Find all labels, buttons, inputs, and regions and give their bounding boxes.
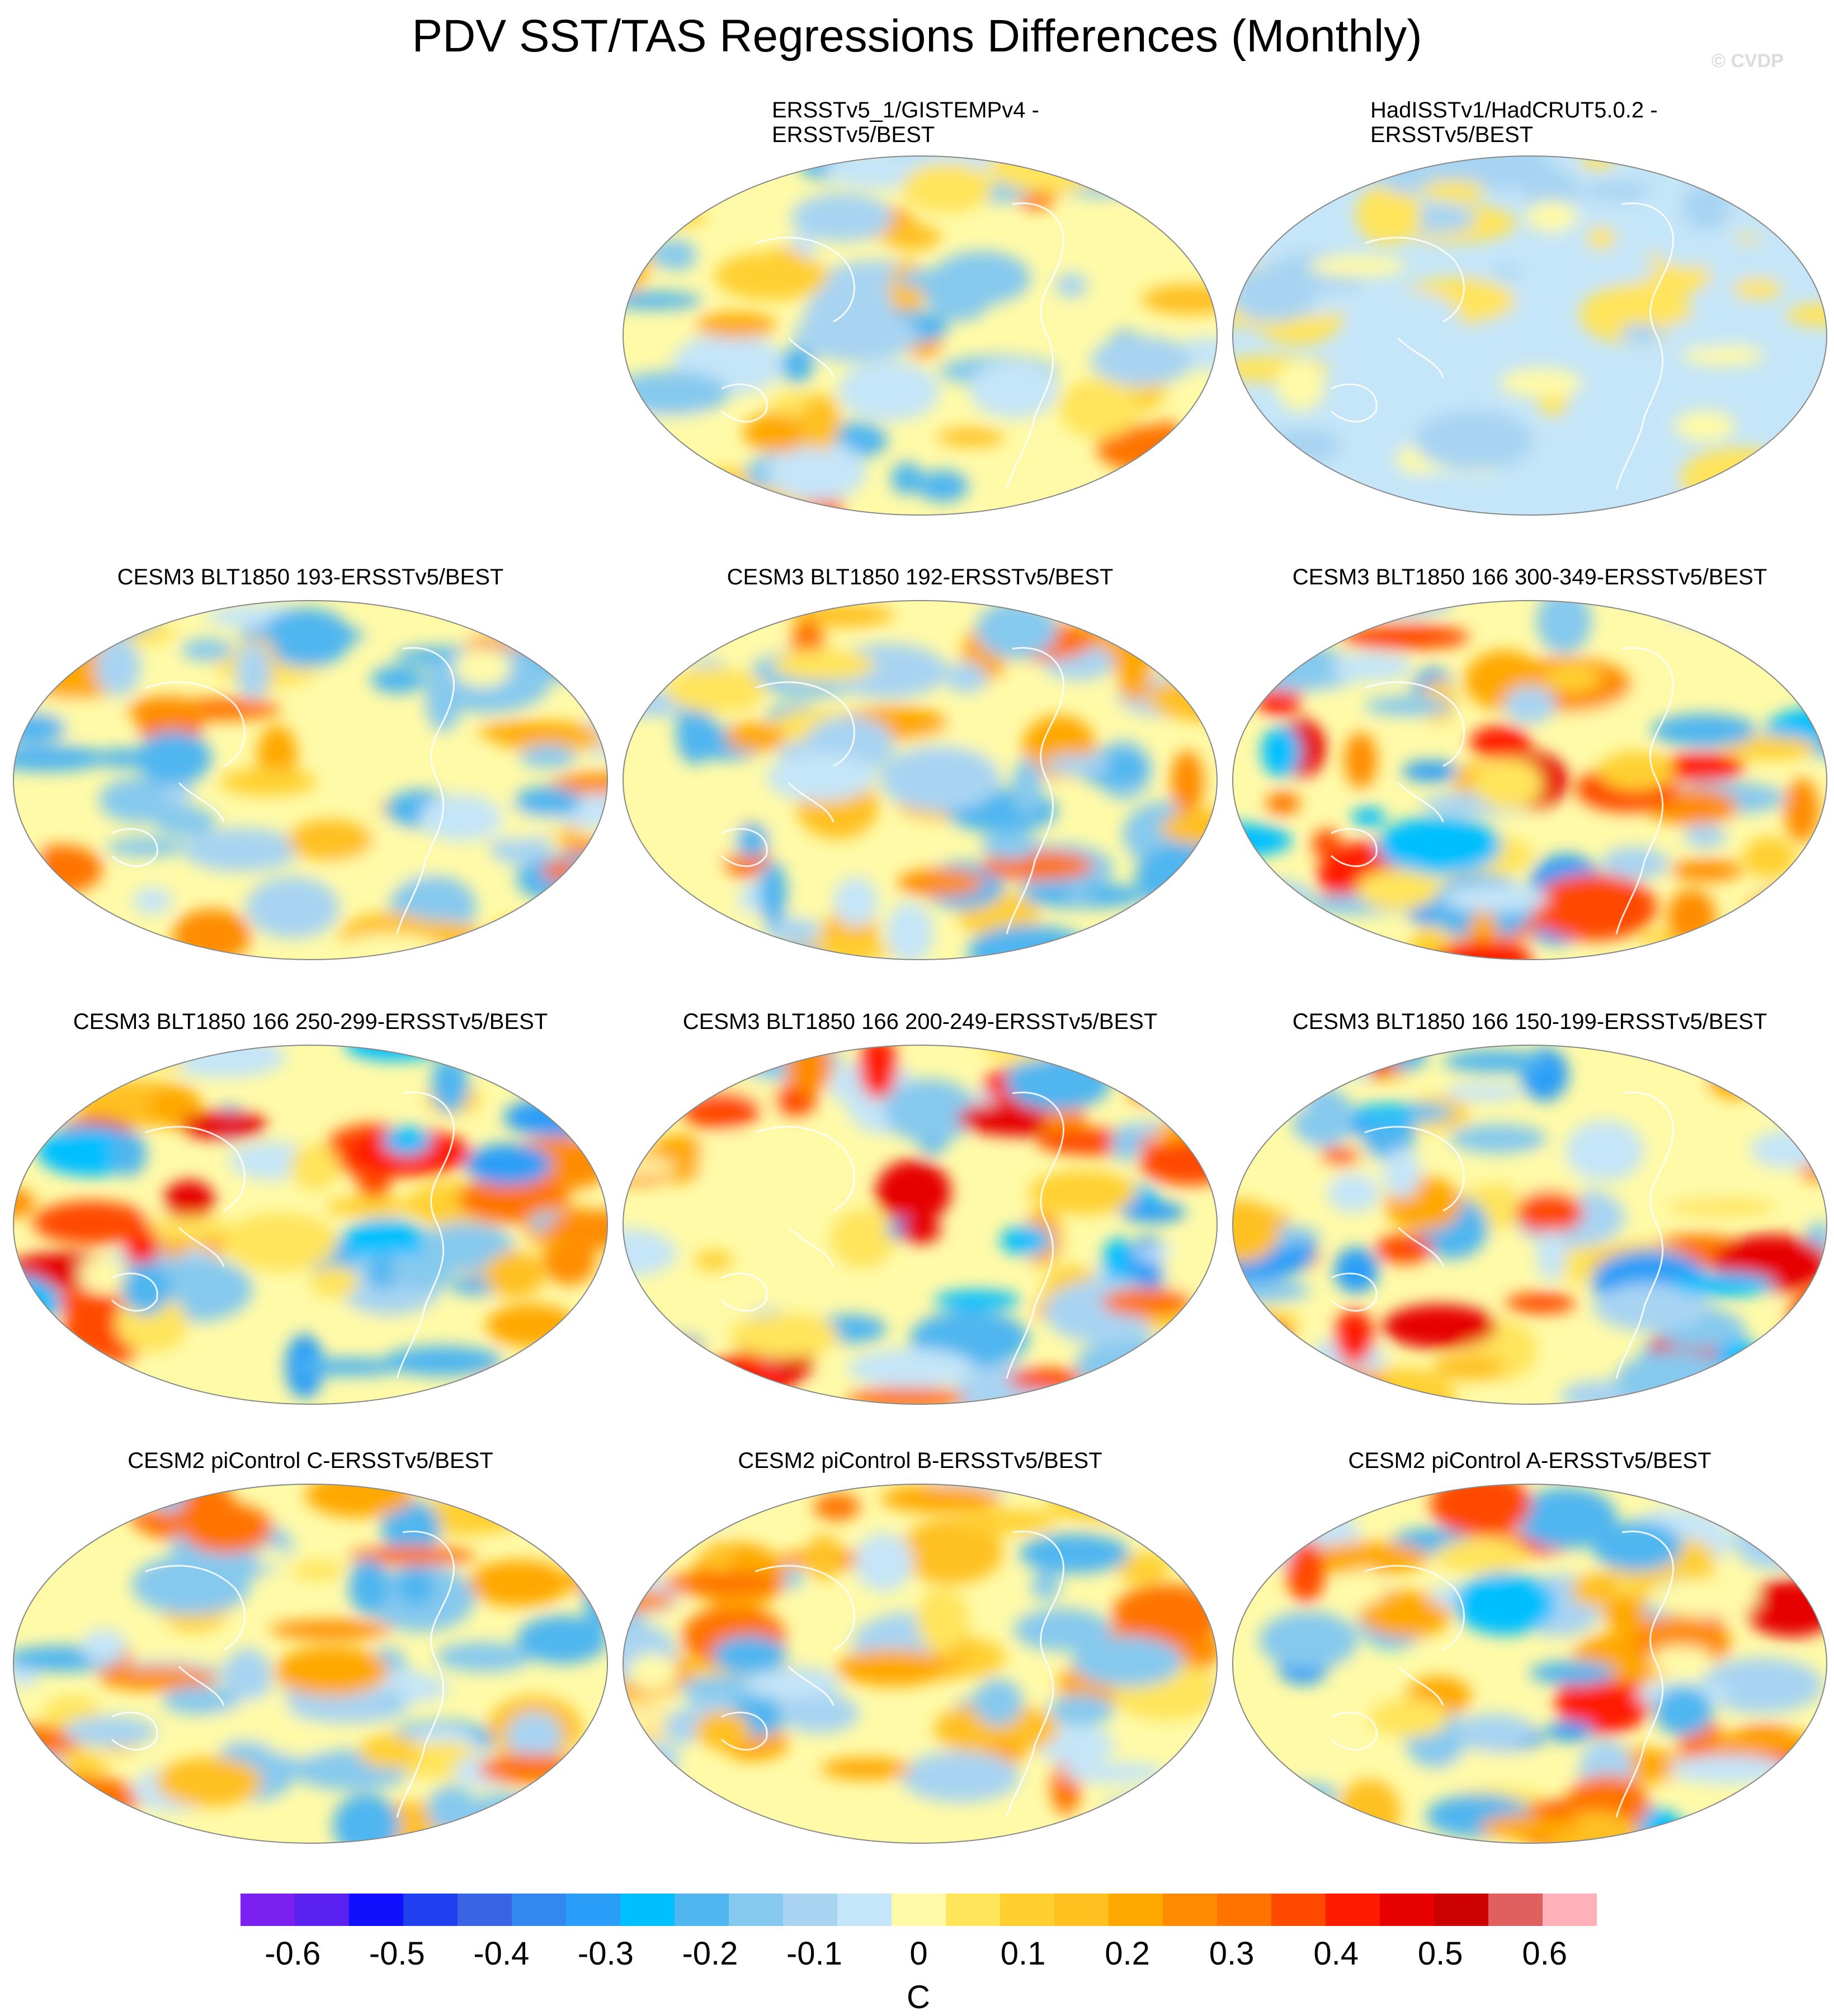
colorbar-tick-label: 0.4 bbox=[1313, 1935, 1359, 1972]
panel-title: CESM3 BLT1850 193-ERSSTv5/BEST bbox=[117, 565, 504, 589]
colorbar-tick-label: -0.5 bbox=[369, 1935, 425, 1972]
world-map bbox=[1230, 1482, 1829, 1845]
map-svg bbox=[623, 1045, 1218, 1405]
colorbar-tick-label: -0.3 bbox=[577, 1935, 634, 1972]
colorbar-tick-label: 0.6 bbox=[1522, 1935, 1568, 1972]
colorbar-swatch bbox=[566, 1894, 620, 1926]
map-panel: CESM2 piControl C-ERSSTv5/BEST bbox=[6, 1448, 615, 1913]
map-svg bbox=[1232, 155, 1827, 516]
colorbar-swatch bbox=[1543, 1894, 1597, 1926]
colorbar-swatch bbox=[1163, 1894, 1217, 1926]
map-svg bbox=[1232, 1045, 1827, 1405]
colorbar-tick-label: 0.2 bbox=[1105, 1935, 1150, 1972]
world-map bbox=[1230, 598, 1829, 962]
map-svg bbox=[623, 1484, 1218, 1844]
colorbar-swatch bbox=[458, 1894, 512, 1926]
colorbar-tick-label: 0 bbox=[909, 1935, 928, 1972]
colorbar-tick-label: -0.2 bbox=[682, 1935, 738, 1972]
colorbar-tick-label: 0.1 bbox=[1000, 1935, 1046, 1972]
colorbar-tick-label: 0.5 bbox=[1417, 1935, 1463, 1972]
colorbar-tick-label: 0.3 bbox=[1209, 1935, 1255, 1972]
colorbar-swatch bbox=[1054, 1894, 1109, 1926]
colorbar-swatch bbox=[1217, 1894, 1271, 1926]
world-map bbox=[11, 1043, 610, 1406]
world-map bbox=[11, 1482, 610, 1845]
panel-title: CESM2 piControl C-ERSSTv5/BEST bbox=[128, 1448, 493, 1473]
colorbar-tick-label: -0.6 bbox=[265, 1935, 321, 1972]
panel-title: CESM3 BLT1850 166 300-349-ERSSTv5/BEST bbox=[1292, 565, 1767, 589]
world-map bbox=[11, 598, 610, 962]
world-map bbox=[1230, 154, 1829, 517]
map-svg bbox=[623, 155, 1218, 516]
world-map bbox=[621, 1043, 1219, 1406]
colorbar-swatch bbox=[1380, 1894, 1434, 1926]
world-map bbox=[1230, 1043, 1829, 1406]
world-map bbox=[621, 598, 1219, 962]
map-panel: CESM3 BLT1850 166 300-349-ERSSTv5/BEST bbox=[1225, 565, 1834, 1029]
colorbar-swatch bbox=[1271, 1894, 1326, 1926]
map-panel: ERSSTv5_1/GISTEMPv4 - ERSSTv5/BEST bbox=[615, 98, 1225, 562]
colorbar-swatch bbox=[403, 1894, 458, 1926]
colorbar bbox=[241, 1894, 1597, 1926]
panel-title: CESM2 piControl B-ERSSTv5/BEST bbox=[738, 1448, 1102, 1473]
map-panel: CESM3 BLT1850 166 200-249-ERSSTv5/BEST bbox=[615, 1009, 1225, 1474]
colorbar-swatch bbox=[1488, 1894, 1543, 1926]
panel-title: HadISSTv1/HadCRUT5.0.2 - ERSSTv5/BEST bbox=[1370, 98, 1658, 147]
panel-title: CESM3 BLT1850 166 200-249-ERSSTv5/BEST bbox=[682, 1009, 1158, 1034]
colorbar-tick-label: -0.4 bbox=[473, 1935, 530, 1972]
map-panel: CESM2 piControl A-ERSSTv5/BEST bbox=[1225, 1448, 1834, 1913]
colorbar-swatch bbox=[675, 1894, 729, 1926]
colorbar-swatch bbox=[946, 1894, 1000, 1926]
colorbar-tick-label: -0.1 bbox=[786, 1935, 842, 1972]
world-map bbox=[621, 154, 1219, 517]
map-panel: HadISSTv1/HadCRUT5.0.2 - ERSSTv5/BEST bbox=[1225, 98, 1834, 562]
panel-title: CESM2 piControl A-ERSSTv5/BEST bbox=[1348, 1448, 1712, 1473]
credit-watermark: © CVDP bbox=[1712, 50, 1784, 72]
world-map bbox=[621, 1482, 1219, 1845]
colorbar-swatch bbox=[349, 1894, 403, 1926]
map-svg bbox=[623, 600, 1218, 960]
map-svg bbox=[13, 600, 608, 960]
colorbar-swatch bbox=[512, 1894, 566, 1926]
map-panel: CESM3 BLT1850 192-ERSSTv5/BEST bbox=[615, 565, 1225, 1029]
map-panel: CESM2 piControl B-ERSSTv5/BEST bbox=[615, 1448, 1225, 1913]
panel-title: CESM3 BLT1850 192-ERSSTv5/BEST bbox=[727, 565, 1114, 589]
map-svg bbox=[1232, 1484, 1827, 1844]
map-svg bbox=[13, 1045, 608, 1405]
colorbar-swatch bbox=[783, 1894, 837, 1926]
colorbar-swatch bbox=[892, 1894, 946, 1926]
colorbar-swatch bbox=[837, 1894, 892, 1926]
panel-title: CESM3 BLT1850 166 150-199-ERSSTv5/BEST bbox=[1292, 1009, 1767, 1034]
colorbar-swatch bbox=[1109, 1894, 1163, 1926]
colorbar-swatch bbox=[1000, 1894, 1054, 1926]
colorbar-swatch bbox=[620, 1894, 675, 1926]
colorbar-unit: C bbox=[907, 1979, 930, 2015]
map-panel: CESM3 BLT1850 166 150-199-ERSSTv5/BEST bbox=[1225, 1009, 1834, 1474]
colorbar-swatch bbox=[1434, 1894, 1488, 1926]
colorbar-swatch bbox=[729, 1894, 783, 1926]
panel-title: ERSSTv5_1/GISTEMPv4 - ERSSTv5/BEST bbox=[772, 98, 1039, 147]
colorbar-swatch bbox=[1326, 1894, 1380, 1926]
panel-title: CESM3 BLT1850 166 250-299-ERSSTv5/BEST bbox=[73, 1009, 548, 1034]
map-svg bbox=[13, 1484, 608, 1844]
colorbar-swatch bbox=[295, 1894, 349, 1926]
colorbar-swatch bbox=[241, 1894, 295, 1926]
map-panel: CESM3 BLT1850 193-ERSSTv5/BEST bbox=[6, 565, 615, 1029]
map-svg bbox=[1232, 600, 1827, 960]
map-panel: CESM3 BLT1850 166 250-299-ERSSTv5/BEST bbox=[6, 1009, 615, 1474]
figure-title: PDV SST/TAS Regressions Differences (Mon… bbox=[412, 11, 1422, 62]
